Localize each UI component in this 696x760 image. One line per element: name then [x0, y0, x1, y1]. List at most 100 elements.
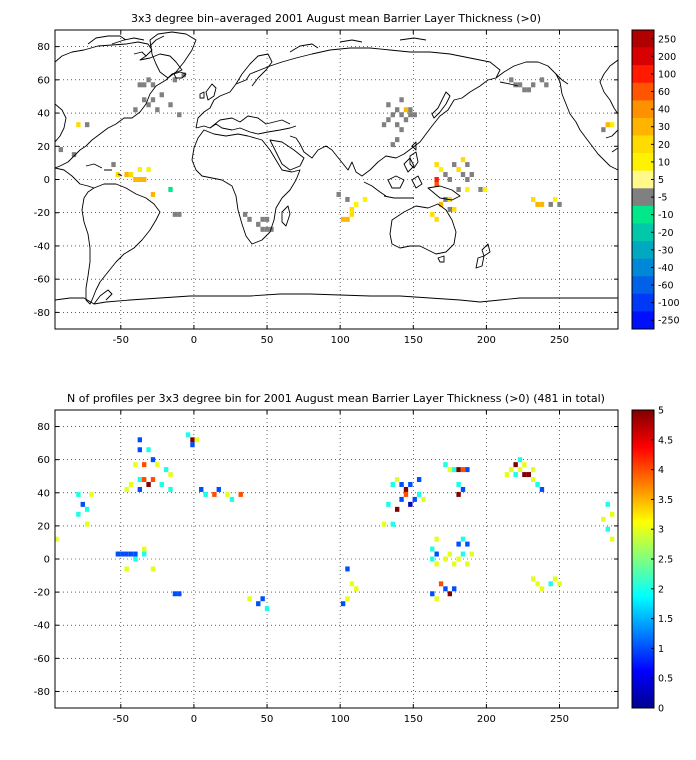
y-tick-label: 0 [44, 555, 50, 566]
colorbar-tick-label: 60 [658, 87, 670, 98]
bin-cell [394, 137, 400, 143]
bin-cell [190, 437, 195, 443]
panel-1-ticks: -50 0 50 100 150 200 250 -80 -60 -40 -20 0 20 40 60 80 [34, 30, 618, 346]
bin-cell [150, 477, 156, 483]
colorbar-swatch [632, 258, 654, 277]
bin-cell [58, 147, 64, 153]
x-tick-label: 100 [331, 714, 350, 725]
bin-cell [155, 107, 160, 113]
bin-cell [509, 77, 514, 83]
bin-cell [142, 546, 147, 552]
colorbar-swatch [632, 153, 654, 172]
bin-cell [434, 216, 439, 222]
bin-cell [124, 551, 129, 557]
bin-cell [260, 226, 265, 232]
bin-cell [430, 556, 435, 562]
colorbar-tick-label: 3.5 [658, 495, 673, 506]
bin-cell [447, 206, 453, 212]
bin-cell [509, 467, 514, 473]
panel-2-ticks: -50 0 50 100 150 200 250 -80 -60 -40 -20 0 20 40 60 80 [34, 410, 618, 725]
colorbar-swatch [632, 65, 654, 84]
bin-cell [434, 181, 439, 187]
bin-cell [526, 472, 531, 478]
bin-cell [482, 186, 488, 192]
bin-cell [133, 556, 138, 562]
bin-cell [146, 102, 151, 108]
panel-1: 3x3 degree bin–averaged 2001 August mean… [34, 12, 680, 346]
bin-cell [456, 467, 461, 473]
colorbar-tick-label: 3 [658, 525, 664, 536]
bin-cell [605, 122, 610, 128]
bin-cell [150, 566, 156, 572]
bin-cell [557, 201, 562, 207]
bin-cell [394, 107, 400, 113]
y-tick-label: 40 [37, 109, 50, 120]
bin-cell [212, 491, 217, 497]
bin-cell [443, 196, 448, 202]
colorbar-swatch [632, 117, 654, 136]
bin-cell [390, 142, 395, 148]
bin-cell [539, 486, 545, 492]
y-tick-label: -20 [34, 588, 50, 599]
bin-cell [605, 526, 610, 532]
colorbar-tick-label: 100 [658, 69, 676, 80]
bin-cell [76, 122, 81, 128]
bin-cell [408, 501, 413, 507]
bin-cell [80, 501, 85, 507]
bin-cell [181, 72, 186, 78]
colorbar-swatch [632, 82, 654, 101]
bin-cell [399, 97, 404, 103]
bin-cell [124, 486, 129, 492]
bin-cell [146, 447, 151, 453]
colorbar-swatch [632, 276, 654, 295]
panel-2: N of profiles per 3x3 degree bin for 200… [34, 392, 673, 725]
bin-cell [340, 601, 346, 607]
bin-cell [264, 216, 270, 222]
bin-cell [408, 112, 413, 118]
bin-cell [345, 596, 350, 602]
bin-cell [247, 216, 252, 222]
colorbar-swatch [632, 170, 654, 189]
bin-cell [557, 581, 562, 587]
bin-cell [345, 566, 350, 572]
bin-cell [390, 482, 395, 487]
bin-cell [522, 462, 527, 468]
x-tick-label: 150 [404, 335, 423, 346]
colorbar-tick-label: 0.5 [658, 674, 673, 685]
x-tick-label: 250 [550, 335, 569, 346]
bin-cell [465, 541, 470, 547]
colorbar-tick-label: 200 [658, 52, 676, 63]
bin-cell [456, 541, 461, 547]
bin-cell [163, 467, 169, 473]
colorbar-tick-label: 2.5 [658, 555, 673, 566]
bin-cell [168, 486, 173, 492]
x-tick-label: 200 [477, 335, 496, 346]
bin-cell [517, 467, 523, 473]
bin-cell [256, 601, 261, 607]
x-tick-label: -50 [113, 714, 129, 725]
bin-cell [269, 226, 274, 232]
bin-cell [548, 581, 553, 587]
bin-cell [408, 482, 413, 487]
colorbar-tick-label: 1.5 [658, 614, 673, 625]
bin-cell [465, 561, 470, 567]
bin-cell [403, 107, 409, 113]
bin-cell [434, 561, 439, 567]
bin-cell [76, 491, 81, 497]
bin-cell [544, 82, 549, 88]
bin-cell [229, 496, 235, 502]
bin-cell [430, 211, 435, 217]
y-tick-label: 60 [37, 455, 50, 466]
bin-cell [443, 462, 448, 468]
bin-cell [394, 477, 400, 483]
colorbar-tick-label: -5 [658, 193, 667, 204]
bin-cell [390, 112, 395, 118]
bin-cell [539, 201, 545, 207]
bin-cell [390, 521, 395, 527]
colorbar-swatch [632, 100, 654, 119]
bin-cell [128, 482, 134, 487]
bin-cell [609, 511, 615, 517]
bin-cell [530, 82, 536, 88]
bin-cell [142, 551, 147, 557]
bin-cell [150, 82, 156, 88]
